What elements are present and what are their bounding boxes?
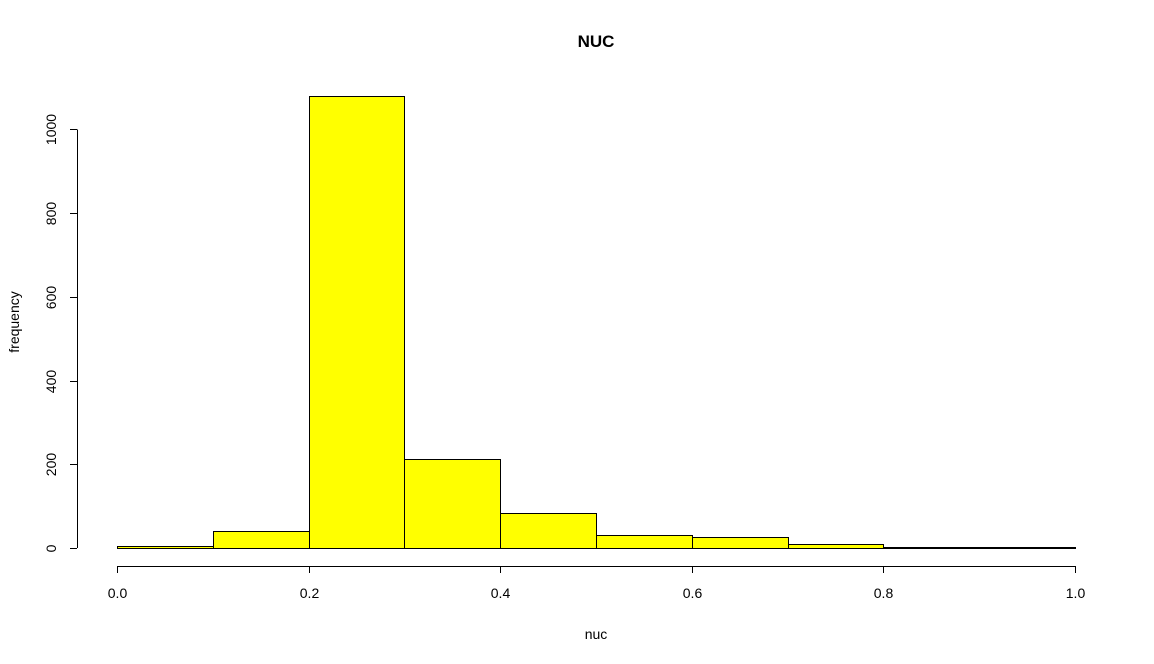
x-axis: 0.0 0.2 0.4 0.6 0.8 1.0 [108,566,1086,601]
x-tick-label: 0.8 [874,585,894,601]
x-axis-label: nuc [585,626,608,642]
bars-group [117,96,1076,549]
y-axis-label: frequency [6,291,22,352]
histogram-bar [692,537,789,549]
x-tick-label: 0.0 [108,585,128,601]
histogram-bar [500,513,597,549]
x-tick-label: 1.0 [1066,585,1086,601]
y-tick-label: 400 [43,370,59,394]
histogram-bar [788,544,884,549]
histogram-bar [309,96,405,549]
y-tick-label: 0 [43,544,59,552]
y-tick-label: 1000 [43,114,59,145]
chart-title: NUC [578,32,615,51]
y-axis: 0 200 400 600 800 1000 [43,114,78,552]
histogram-bar [979,547,1076,549]
y-tick-label: 600 [43,286,59,310]
histogram-bar [596,535,693,549]
histogram-bar [404,459,501,549]
histogram-bar [883,547,980,549]
y-tick-label: 200 [43,453,59,477]
x-tick-label: 0.6 [683,585,703,601]
x-tick-label: 0.4 [491,585,511,601]
x-tick-label: 0.2 [300,585,320,601]
histogram-bar [213,531,310,549]
y-tick-label: 800 [43,202,59,226]
histogram-bar [117,546,214,549]
